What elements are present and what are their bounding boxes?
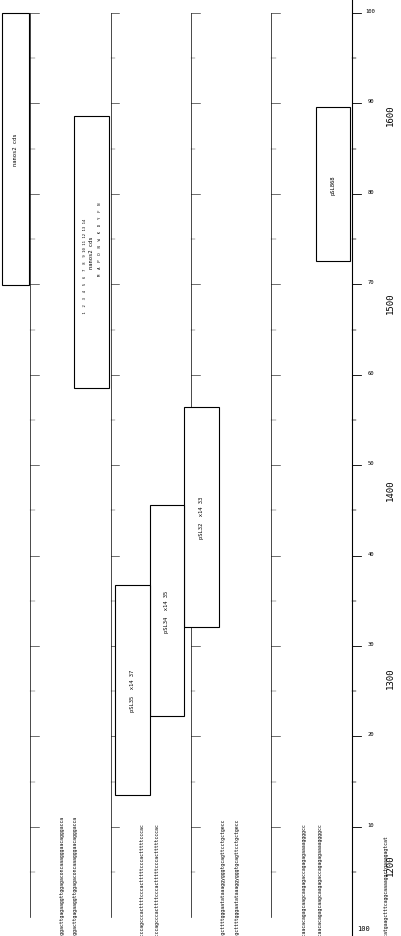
Text: 80: 80 <box>367 190 373 195</box>
Text: pSL35  x14 37: pSL35 x14 37 <box>129 669 134 711</box>
Text: 50: 50 <box>367 461 373 466</box>
Text: tteaaacetaagcccacttttgctagaaggcttttgggaatataaaggygggtgcagttcctgctgecc: tteaaacetaagcccacttttgctagaaggcttttgggaa… <box>235 818 239 936</box>
Text: 1400: 1400 <box>385 479 393 501</box>
Text: 100: 100 <box>356 926 369 931</box>
Text: 100: 100 <box>365 9 375 14</box>
Bar <box>2 14 28 285</box>
Bar <box>184 407 219 627</box>
Text: 1500: 1500 <box>385 292 393 314</box>
Bar <box>315 108 349 262</box>
Text: gcggggsccccccagcccccagcccagcccagcccacttttcccactttttcccactttttcccac: gcggggsccccccagcccccagcccagcccagcccacttt… <box>154 823 159 936</box>
Bar <box>149 505 184 716</box>
Text: cttgcaggccaagcaagcaaccagagacaacacagagcaagcaagagaccagagagaaaaggggcc: cttgcaggccaagcaagcaaccagagacaacacagagcaa… <box>301 823 306 936</box>
Text: cttgcaggccaagcaagcaaccagagacaacacagagcaagcaagagaccagagagaaaaggggcc: cttgcaggccaagcaagcaaccagagacaacacagagcaa… <box>317 823 322 936</box>
Text: pSL868: pSL868 <box>329 175 334 195</box>
Text: 20: 20 <box>367 732 373 737</box>
Bar <box>74 117 109 388</box>
Text: 90: 90 <box>367 99 373 105</box>
Text: nanos2 cds: nanos2 cds <box>13 134 18 166</box>
Text: gaaggatggggcgatttttgcgacatgaagctttcaggcaaaaggctgaaagagtcat: gaaggatggggcgatttttgcgacatgaagctttcaggca… <box>383 834 388 936</box>
Text: pSL32  x14 33: pSL32 x14 33 <box>198 496 204 538</box>
Text: tgagccaagtgatggcactgatccaaggtcggacttgagaaggttggagaconcaaagggaacagggacca: tgagccaagtgatggcactgatccaaggtcggacttgaga… <box>73 815 78 936</box>
Text: tteaaacetaagcccacttttgctagaaggcttttgggaatataaaggygggtgcagttcctgctgecc: tteaaacetaagcccacttttgctagaaggcttttgggaa… <box>220 818 225 936</box>
Text: 1300: 1300 <box>385 666 393 688</box>
Text: 40: 40 <box>367 551 373 556</box>
Text: pSL34  x14 35: pSL34 x14 35 <box>164 590 169 632</box>
Text: M  A  P  D  N  W  K  D  Y  F  N: M A P D N W K D Y F N <box>98 202 102 275</box>
Text: 1  2  3  4  5  6  7  8  9 10 11 12 13 14: 1 2 3 4 5 6 7 8 9 10 11 12 13 14 <box>83 218 87 315</box>
Text: 60: 60 <box>367 371 373 375</box>
Text: 1600: 1600 <box>385 105 393 126</box>
Text: 30: 30 <box>367 641 373 646</box>
Bar <box>114 585 149 796</box>
Text: 70: 70 <box>367 280 373 285</box>
Text: 10: 10 <box>367 822 373 827</box>
Text: 1200: 1200 <box>385 854 393 875</box>
Text: tgagccaagtgatggcactgatccaaggtcggacttgagaaggttggagaconcaaagggaacagggacca: tgagccaagtgatggcactgatccaaggtcggacttgaga… <box>59 815 64 936</box>
Text: gcggggsccccccagcccccagcccagcccagcccacttttcccactttttcccactttttcccac: gcggggsccccccagcccccagcccagcccagcccacttt… <box>140 823 144 936</box>
Text: nanos2 cds: nanos2 cds <box>89 237 94 269</box>
